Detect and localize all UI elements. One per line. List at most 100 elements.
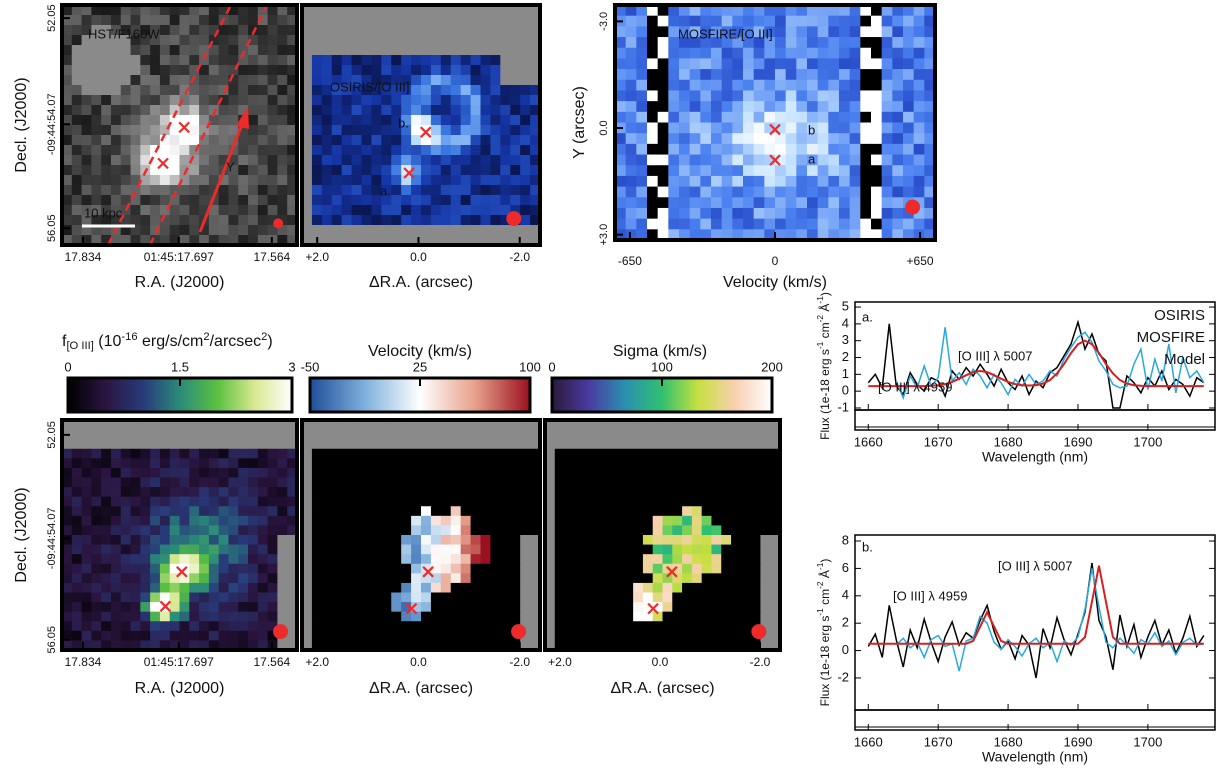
- pixel: [593, 487, 605, 498]
- pixel: [564, 487, 575, 498]
- pixel: [554, 467, 566, 479]
- pixel: [120, 640, 132, 651]
- pixel: [218, 535, 230, 546]
- pixel: [613, 458, 624, 469]
- pixel: [625, 111, 637, 124]
- pixel: [554, 582, 566, 594]
- pixel: [411, 235, 422, 246]
- pixel: [238, 95, 249, 106]
- pixel: [520, 554, 531, 565]
- y-tick-label: -09:44:54.07: [46, 507, 58, 569]
- pixel: [828, 175, 840, 188]
- pixel: [189, 75, 200, 86]
- pixel: [584, 458, 595, 469]
- pixel: [351, 420, 363, 431]
- pixel: [564, 467, 575, 479]
- pixel: [636, 47, 648, 60]
- y-tick-label: -3.0: [598, 12, 610, 31]
- pixel: [470, 185, 482, 196]
- pixel: [150, 420, 161, 431]
- pixel: [430, 640, 442, 651]
- pixel: [652, 582, 664, 594]
- pixel: [62, 496, 73, 507]
- pixel: [267, 105, 279, 116]
- pixel: [361, 65, 373, 76]
- pixel: [71, 25, 83, 36]
- pixel: [593, 477, 605, 488]
- pixel: [391, 429, 402, 440]
- pixel: [564, 602, 575, 613]
- pixel: [199, 477, 210, 488]
- pixel: [110, 45, 122, 56]
- pixel: [652, 477, 664, 488]
- pixel: [770, 640, 781, 651]
- pixel: [120, 611, 132, 622]
- y-tick-label: 6: [842, 560, 849, 575]
- pixel: [120, 582, 132, 594]
- pixel: [764, 5, 776, 17]
- slit-edge: [106, 6, 232, 246]
- pixel: [140, 55, 151, 66]
- pixel: [199, 496, 210, 507]
- pixel: [785, 133, 797, 145]
- pixel: [101, 630, 112, 642]
- pixel: [849, 229, 861, 241]
- pixel: [625, 26, 637, 38]
- pixel: [140, 185, 151, 196]
- pixel: [510, 205, 521, 216]
- pixel: [238, 165, 249, 176]
- pixel: [642, 439, 654, 450]
- pixel: [554, 439, 566, 450]
- pixel: [924, 15, 936, 27]
- pixel: [81, 225, 92, 236]
- pixel: [545, 611, 556, 622]
- pixel: [574, 630, 585, 642]
- pixel: [689, 122, 701, 134]
- pixel: [248, 185, 259, 196]
- pixel: [642, 621, 654, 632]
- pixel: [647, 101, 659, 113]
- beam-size: [511, 624, 527, 640]
- pixel: [615, 218, 627, 230]
- pixel: [228, 225, 239, 236]
- pixel: [817, 111, 829, 124]
- pixel: [700, 218, 712, 230]
- pixel: [849, 101, 861, 113]
- pixel: [682, 487, 693, 498]
- pixel: [721, 544, 732, 555]
- pixel: [711, 197, 723, 209]
- pixel: [321, 235, 333, 246]
- pixel: [361, 95, 373, 106]
- pixel: [189, 487, 200, 498]
- pixel: [510, 45, 521, 56]
- pixel: [913, 101, 925, 113]
- pixel: [311, 225, 323, 236]
- pixel: [101, 429, 112, 440]
- pixel: [189, 611, 200, 622]
- pixel: [564, 506, 575, 517]
- pixel: [796, 15, 808, 27]
- pixel: [130, 544, 141, 555]
- pixel: [110, 95, 122, 106]
- pixel: [460, 420, 472, 431]
- pixel: [411, 573, 422, 584]
- pixel: [924, 90, 936, 102]
- panel-frame: [300, 418, 542, 652]
- pixel: [351, 429, 363, 440]
- pixel: [267, 592, 279, 603]
- spectrum-line: [868, 565, 1204, 645]
- pixel: [554, 487, 566, 498]
- pixel: [391, 115, 402, 126]
- x-axis-label: ΔR.A. (arcsec): [369, 274, 473, 291]
- pixel: [331, 55, 343, 66]
- pixel: [218, 467, 230, 479]
- pixel: [391, 85, 402, 96]
- pixel: [110, 115, 122, 126]
- pixel: [881, 101, 893, 113]
- pixel: [361, 582, 373, 594]
- pixel: [564, 439, 575, 450]
- pixel: [257, 448, 269, 459]
- pixel: [267, 496, 279, 507]
- pixel: [81, 554, 92, 565]
- pixel: [430, 515, 442, 527]
